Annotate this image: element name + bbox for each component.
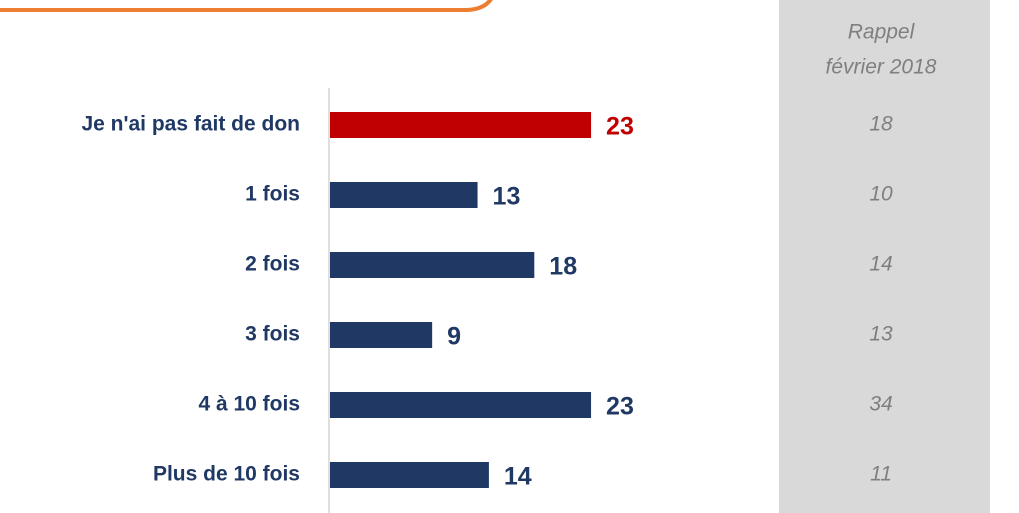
header-decoration: [0, 0, 493, 12]
category-label: 2 fois: [245, 253, 300, 276]
recall-title: février 2018: [826, 56, 937, 79]
bar: [330, 112, 592, 138]
bar: [330, 462, 489, 488]
recall-value: 18: [869, 113, 893, 136]
recall-value: 10: [869, 183, 893, 206]
recall-value: 14: [869, 253, 892, 276]
recall-value: 34: [869, 393, 892, 416]
bar: [330, 392, 592, 418]
recall-value: 13: [869, 323, 893, 346]
category-label: 1 fois: [245, 183, 300, 206]
recall-value: 11: [870, 463, 892, 486]
value-label: 18: [549, 253, 577, 281]
category-label: Je n'ai pas fait de don: [81, 113, 300, 136]
category-label: 4 à 10 fois: [198, 393, 300, 416]
value-label: 13: [493, 183, 521, 211]
bar: [330, 252, 535, 278]
category-label: 3 fois: [245, 323, 300, 346]
bar: [330, 322, 433, 348]
recall-title: Rappel: [848, 21, 916, 44]
value-label: 23: [606, 393, 634, 421]
recall-panel: [779, 0, 990, 513]
category-label: Plus de 10 fois: [153, 463, 300, 486]
value-label: 23: [606, 113, 634, 141]
value-label: 14: [504, 463, 532, 491]
bar: [330, 182, 478, 208]
value-label: 9: [447, 323, 461, 351]
